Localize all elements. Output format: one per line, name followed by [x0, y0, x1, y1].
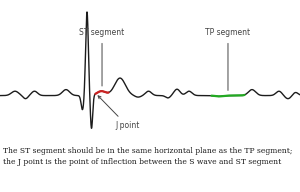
- Text: The ST segment should be in the same horizontal plane as the TP segment;
the J p: The ST segment should be in the same hor…: [3, 147, 292, 166]
- Text: TP segment: TP segment: [206, 28, 250, 37]
- Text: J point: J point: [98, 96, 139, 130]
- Text: ST segment: ST segment: [80, 28, 125, 37]
